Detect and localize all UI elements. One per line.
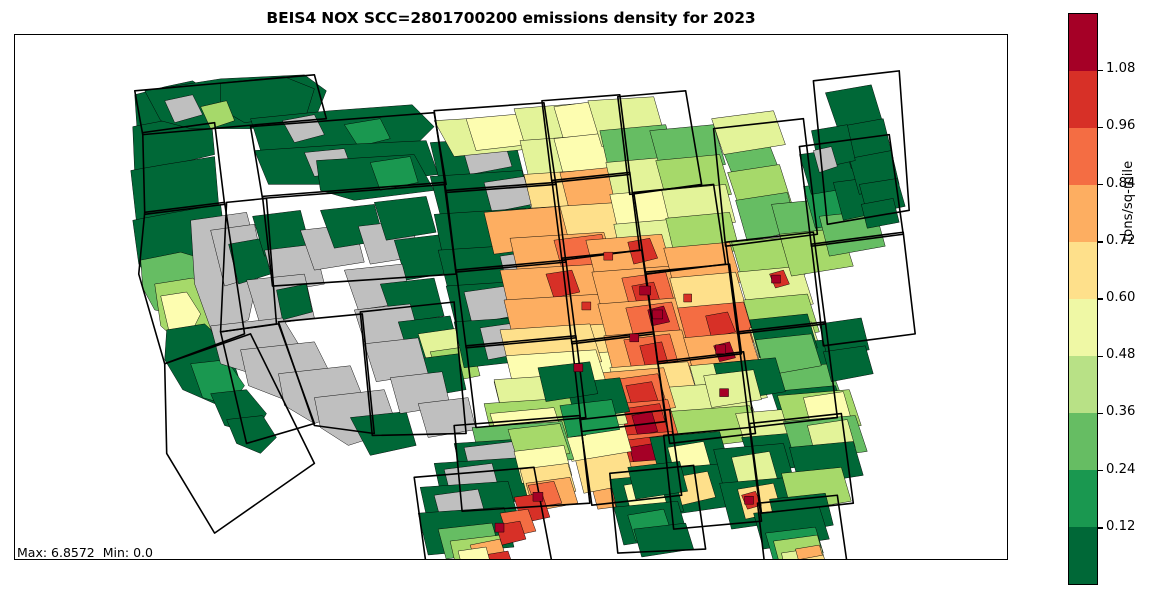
map-landmass <box>130 70 916 559</box>
colorbar-tick-label: 0.36 <box>1106 404 1136 420</box>
choropleth-map[interactable]: .c0{fill:#006837}.c1{fill:#1a9850}.c2{fi… <box>15 35 1007 559</box>
colorbar-tick-label: 0.12 <box>1106 518 1136 534</box>
page-title: BEIS4 NOX SCC=2801700200 emissions densi… <box>266 9 756 27</box>
colorbar-band <box>1069 299 1097 356</box>
tick-mark <box>1098 355 1103 357</box>
tick-mark <box>1098 412 1103 415</box>
colorbar-band <box>1069 356 1097 413</box>
colorbar-band <box>1069 527 1097 584</box>
map-axes[interactable]: .c0{fill:#006837}.c1{fill:#1a9850}.c2{fi… <box>14 34 1008 560</box>
colorbar-tick-label: 0.60 <box>1106 290 1136 305</box>
state-boundaries <box>133 70 916 559</box>
colorbar-tick-label: 0.48 <box>1106 347 1136 363</box>
colorbar-tick-label: 0.24 <box>1106 461 1136 477</box>
colorbar-tick-label: 1.08 <box>1106 61 1136 77</box>
tick-mark <box>1098 527 1103 529</box>
hotspot-counties <box>494 251 781 533</box>
tick-mark <box>1098 241 1103 243</box>
colorbar-band <box>1069 242 1097 299</box>
colorbar-band <box>1069 128 1097 185</box>
colorbar-band <box>1069 14 1097 71</box>
tick-mark <box>1098 183 1103 186</box>
colorbar-band <box>1069 71 1097 128</box>
colorbar[interactable] <box>1068 13 1098 585</box>
colorbar-band <box>1069 185 1097 242</box>
colorbar-axis-label: tons/sq-mile <box>1121 160 1136 242</box>
colorbar-band <box>1069 413 1097 470</box>
tick-mark <box>1098 298 1103 300</box>
tick-mark <box>1098 126 1103 129</box>
tick-mark <box>1098 69 1103 71</box>
colorbar-band <box>1069 470 1097 527</box>
tick-mark <box>1098 469 1103 472</box>
min-max-annotation: Max: 6.8572 Min: 0.0 <box>17 545 153 560</box>
